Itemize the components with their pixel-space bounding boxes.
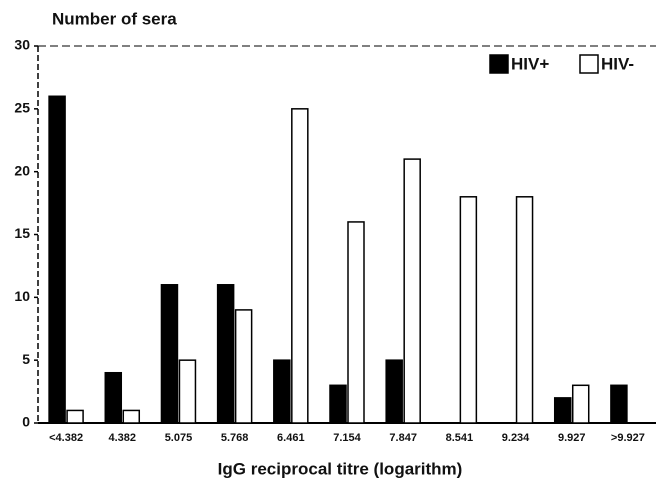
bar bbox=[104, 371, 123, 424]
bar bbox=[234, 309, 253, 424]
bar bbox=[329, 384, 347, 424]
bar bbox=[216, 284, 235, 424]
x-axis-title: IgG reciprocal titre (logarithm) bbox=[218, 459, 463, 478]
y-tick-label: 10 bbox=[14, 288, 30, 304]
y-axis-title: Number of sera bbox=[52, 9, 177, 28]
legend-label: HIV- bbox=[601, 54, 634, 73]
x-tick-label: 7.154 bbox=[333, 432, 361, 444]
bar bbox=[385, 359, 403, 424]
bar bbox=[403, 158, 421, 424]
x-tick-label: 7.847 bbox=[389, 432, 417, 444]
x-tick-label: >9.927 bbox=[611, 432, 645, 444]
bar bbox=[273, 359, 291, 424]
x-tick-label: 6.461 bbox=[277, 432, 305, 444]
bar bbox=[178, 359, 197, 424]
bar bbox=[160, 284, 179, 424]
bar bbox=[48, 95, 66, 424]
bar bbox=[66, 409, 84, 424]
bar bbox=[459, 196, 478, 424]
x-tick-label: 9.234 bbox=[502, 432, 530, 444]
bar bbox=[347, 221, 365, 424]
y-tick-label: 15 bbox=[14, 225, 30, 241]
y-tick-label: 20 bbox=[14, 162, 30, 178]
y-tick-label: 0 bbox=[22, 414, 30, 430]
y-tick-label: 5 bbox=[22, 351, 30, 367]
x-tick-label: 8.541 bbox=[446, 432, 474, 444]
x-tick-label: 5.075 bbox=[165, 432, 193, 444]
bar bbox=[553, 397, 572, 424]
bar bbox=[610, 384, 628, 424]
legend-label: HIV+ bbox=[511, 54, 549, 73]
y-tick-label: 25 bbox=[14, 100, 30, 116]
x-tick-label: 9.927 bbox=[558, 432, 586, 444]
bar bbox=[122, 409, 141, 424]
x-tick-label: <4.382 bbox=[49, 432, 83, 444]
legend-swatch bbox=[489, 54, 509, 74]
x-tick-label: 4.382 bbox=[109, 432, 137, 444]
bar bbox=[515, 196, 534, 424]
bar bbox=[291, 108, 309, 424]
bar bbox=[571, 384, 590, 424]
y-tick-label: 30 bbox=[14, 37, 30, 53]
legend-swatch bbox=[579, 54, 599, 74]
x-tick-label: 5.768 bbox=[221, 432, 249, 444]
